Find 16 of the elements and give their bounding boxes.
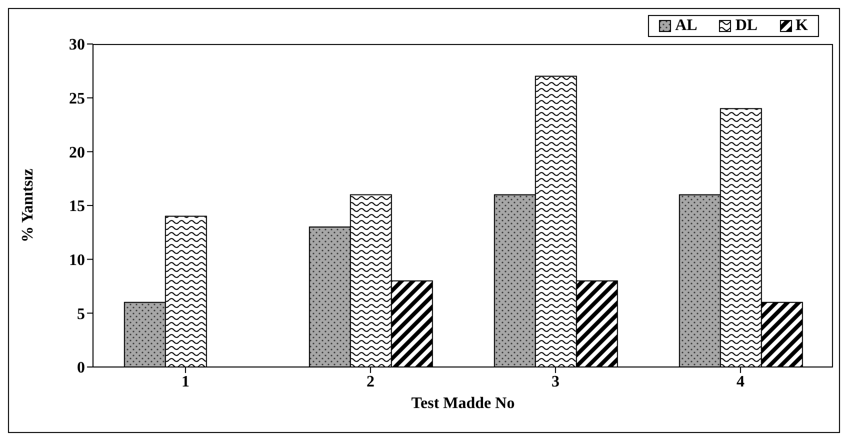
x-tick-label: 3 [552,373,560,390]
legend-label: AL [675,17,698,35]
y-tick-label: 15 [69,198,85,216]
x-axis-title: Test Madde No [411,395,515,412]
text: DL [735,17,758,35]
y-tick-label: 25 [69,90,85,108]
y-tick-label: 10 [69,252,85,270]
y-axis-title: % Yanıtsız [20,168,37,242]
y-tick-label: 0 [77,360,85,377]
legend-label: K [796,17,808,35]
x-tick-label: 1 [182,373,190,390]
y-tick-label: 20 [69,144,85,162]
y-tick-label: 30 [69,36,85,54]
x-tick-label: 4 [736,373,744,390]
x-tick-label: 2 [366,373,374,390]
y-tick-label: 5 [77,306,85,323]
